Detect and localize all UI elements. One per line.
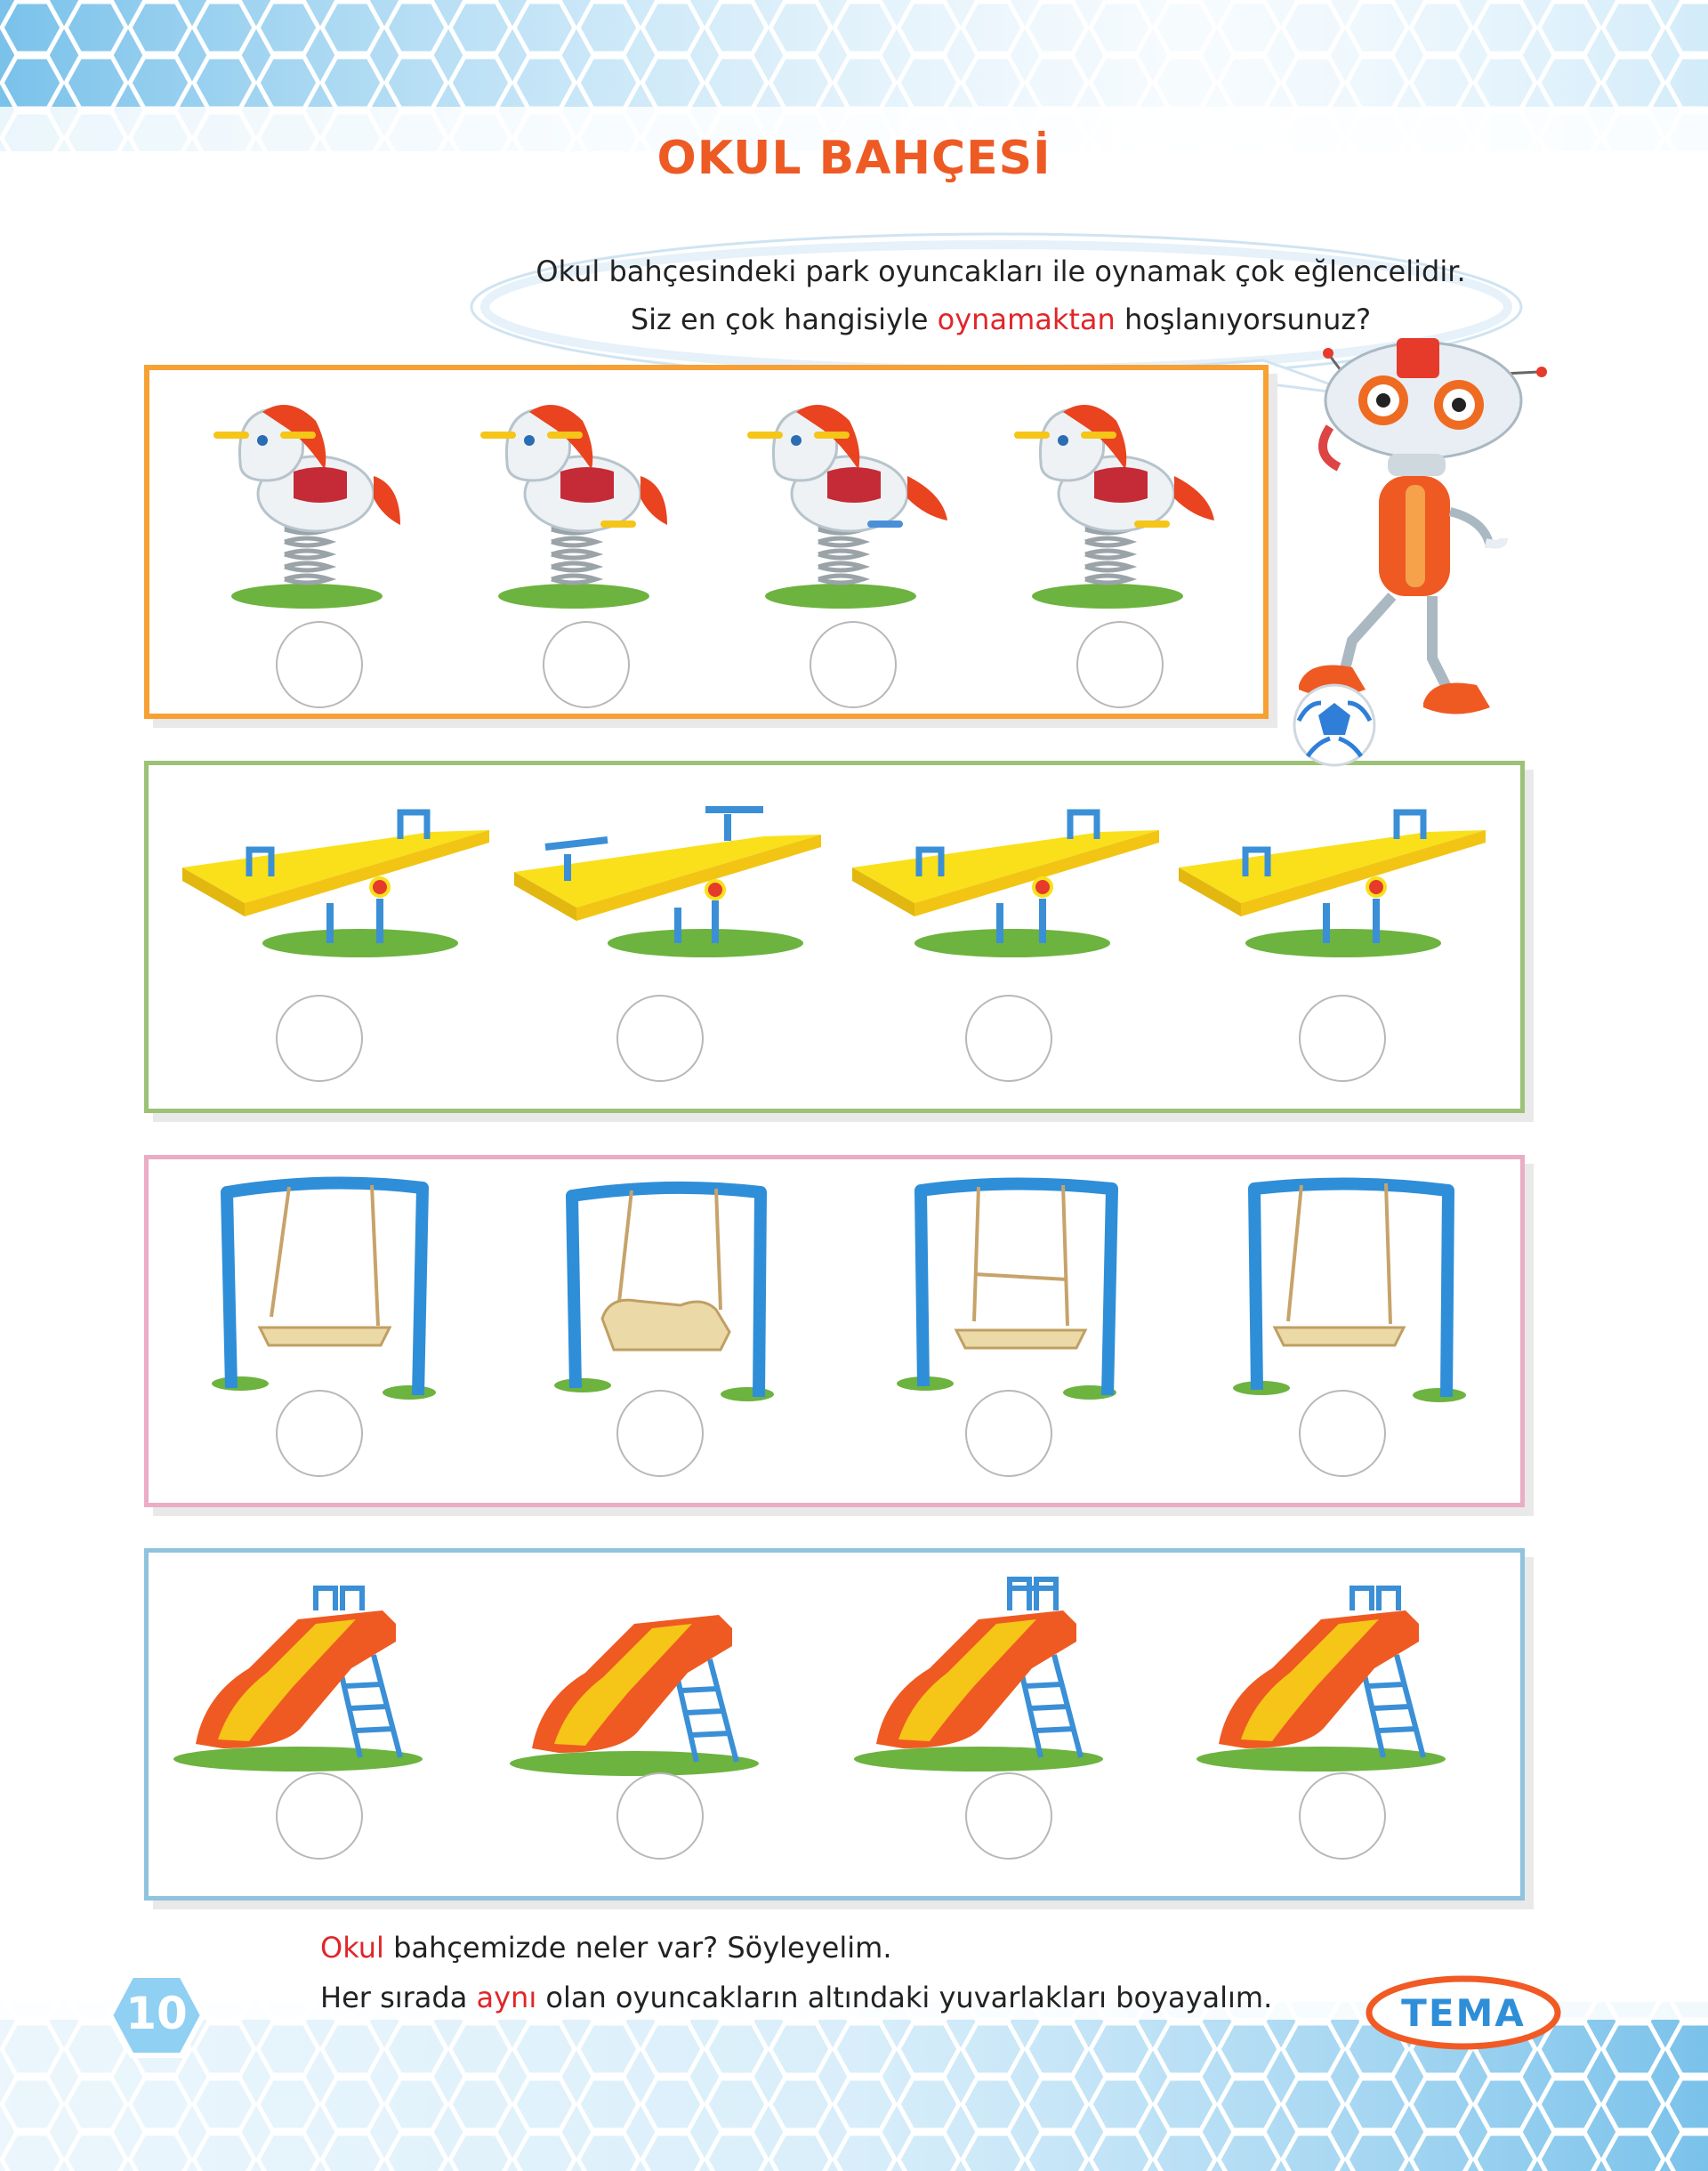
robot-mascot (1293, 338, 1547, 767)
bubble-line-2-start: Siz en çok hangisiyle (630, 303, 938, 336)
bubble-line-2-end: hoşlanıyorsunuz? (1115, 303, 1372, 336)
answer-circle-1-1[interactable] (276, 621, 363, 708)
page-number: 10 (125, 1988, 188, 2039)
tema-label: TEMA (1401, 1991, 1526, 2035)
instruction-highlight-1: Okul (320, 1931, 384, 1965)
answer-circle-1-2[interactable] (543, 621, 630, 708)
slide-2 (510, 1615, 759, 1776)
seesaw-2 (514, 806, 821, 957)
speech-bubble-text: Okul bahçesindeki park oyuncakları ile o… (498, 247, 1503, 343)
answer-circle-4-3[interactable] (965, 1772, 1052, 1860)
bubble-highlight: oynamaktan (937, 303, 1116, 336)
swing-3 (897, 1177, 1118, 1400)
hexagon-pattern-top (0, 0, 1708, 151)
answer-circle-2-2[interactable] (616, 995, 704, 1082)
answer-circle-3-4[interactable] (1299, 1390, 1386, 1477)
instruction-line-2: Her sırada aynı olan oyuncakların altınd… (320, 1981, 1272, 2014)
seesaw-4 (1179, 809, 1486, 957)
swing-2 (554, 1181, 774, 1401)
rocking-horse-1 (214, 405, 400, 609)
answer-circle-2-1[interactable] (276, 995, 363, 1082)
instruction-line-2-end: olan oyuncakların altındaki yuvarlakları… (536, 1981, 1273, 2014)
tema-badge: TEMA (1361, 1970, 1566, 2055)
answer-circle-4-4[interactable] (1299, 1772, 1386, 1860)
answer-circle-3-3[interactable] (965, 1390, 1052, 1477)
page-title: OKUL BAHÇESİ (657, 132, 1051, 185)
ellipse-badge-icon (1366, 1975, 1561, 2050)
answer-circle-3-2[interactable] (616, 1390, 704, 1477)
bubble-line-2: Siz en çok hangisiyle oynamaktan hoşlanı… (498, 295, 1503, 343)
slide-1 (173, 1586, 423, 1772)
answer-circle-2-3[interactable] (965, 995, 1052, 1082)
page-number-badge: 10 (107, 1972, 206, 2059)
answer-circle-1-3[interactable] (810, 621, 897, 708)
slide-4 (1196, 1586, 1446, 1772)
hexagon-badge-icon (107, 1973, 206, 2058)
instruction-line-1-text: bahçemizde neler var? Söyleyelim. (383, 1931, 892, 1965)
seesaw-3 (852, 809, 1159, 957)
answer-circle-2-4[interactable] (1299, 995, 1386, 1082)
swing-1 (212, 1176, 436, 1400)
answer-circle-4-1[interactable] (276, 1772, 363, 1860)
slide-3 (854, 1577, 1103, 1772)
bubble-line-1: Okul bahçesindeki park oyuncakları ile o… (536, 254, 1466, 288)
answer-circle-1-4[interactable] (1076, 621, 1164, 708)
instruction-line-2-start: Her sırada (320, 1981, 477, 2014)
instruction-line-1: Okul bahçemizde neler var? Söyleyelim. (320, 1931, 891, 1965)
instruction-highlight-2: aynı (476, 1981, 537, 2014)
rocking-horse-4 (1014, 405, 1214, 609)
seesaw-1 (182, 809, 489, 957)
answer-circle-3-1[interactable] (276, 1390, 363, 1477)
answer-circle-4-2[interactable] (616, 1772, 704, 1860)
rocking-horse-2 (480, 405, 667, 609)
swing-4 (1233, 1177, 1466, 1402)
rocking-horse-3 (747, 405, 947, 609)
